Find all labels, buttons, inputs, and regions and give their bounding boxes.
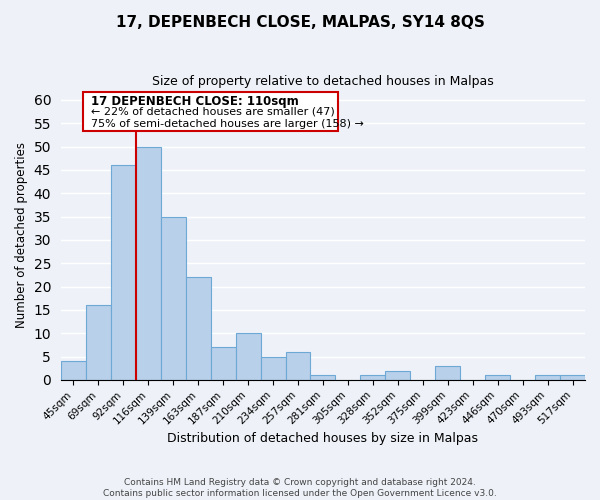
Bar xyxy=(86,305,111,380)
Bar xyxy=(111,165,136,380)
FancyBboxPatch shape xyxy=(83,92,338,130)
Bar xyxy=(61,361,86,380)
Bar xyxy=(185,277,211,380)
Bar xyxy=(260,356,286,380)
Bar xyxy=(385,370,410,380)
Bar xyxy=(236,333,260,380)
Bar xyxy=(485,375,510,380)
Text: 17 DEPENBECH CLOSE: 110sqm: 17 DEPENBECH CLOSE: 110sqm xyxy=(91,95,299,108)
Y-axis label: Number of detached properties: Number of detached properties xyxy=(15,142,28,328)
X-axis label: Distribution of detached houses by size in Malpas: Distribution of detached houses by size … xyxy=(167,432,478,445)
Bar xyxy=(560,375,585,380)
Text: 75% of semi-detached houses are larger (158) →: 75% of semi-detached houses are larger (… xyxy=(91,118,364,128)
Bar xyxy=(361,375,385,380)
Bar xyxy=(435,366,460,380)
Bar xyxy=(286,352,310,380)
Bar xyxy=(535,375,560,380)
Bar xyxy=(310,375,335,380)
Text: 17, DEPENBECH CLOSE, MALPAS, SY14 8QS: 17, DEPENBECH CLOSE, MALPAS, SY14 8QS xyxy=(116,15,484,30)
Bar xyxy=(211,347,236,380)
Bar xyxy=(136,146,161,380)
Title: Size of property relative to detached houses in Malpas: Size of property relative to detached ho… xyxy=(152,75,494,88)
Text: Contains HM Land Registry data © Crown copyright and database right 2024.
Contai: Contains HM Land Registry data © Crown c… xyxy=(103,478,497,498)
Text: ← 22% of detached houses are smaller (47): ← 22% of detached houses are smaller (47… xyxy=(91,107,335,117)
Bar xyxy=(161,216,185,380)
